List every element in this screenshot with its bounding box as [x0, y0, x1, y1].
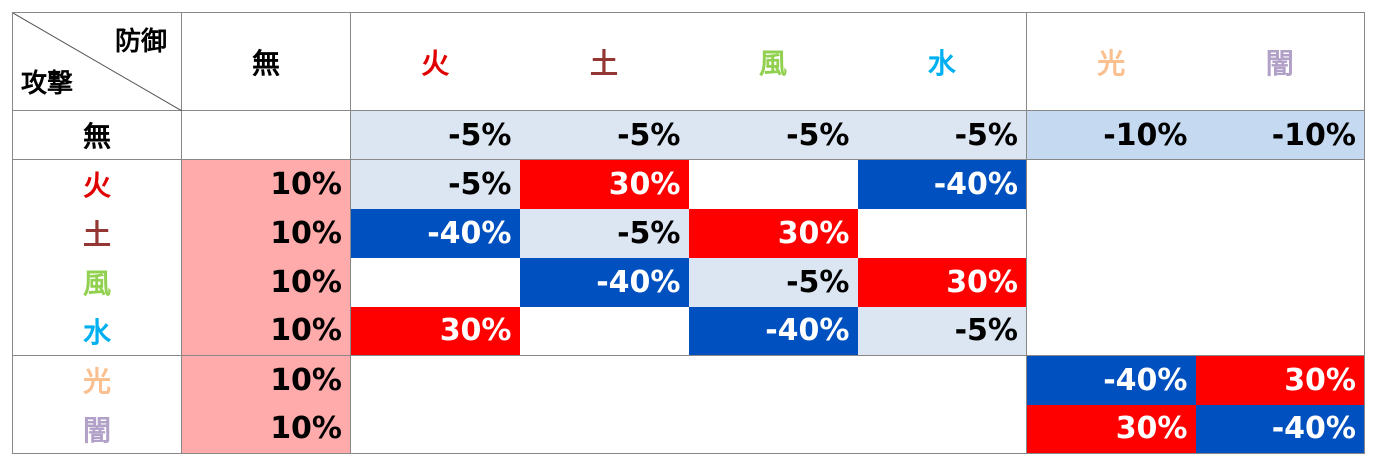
value-cell: -40%: [350, 208, 520, 258]
table-row: 闇 10% 30% -40%: [12, 404, 1365, 454]
value-cell: [1027, 160, 1196, 209]
attack-label: 攻撃: [21, 69, 74, 99]
value-cell: -10%: [1195, 110, 1365, 160]
value-cell: 30%: [1026, 404, 1196, 454]
row-label: 水: [12, 306, 182, 356]
value-cell: [857, 404, 1027, 454]
value-cell: -40%: [688, 306, 858, 356]
value-cell: -40%: [1195, 404, 1365, 454]
row-label: 無: [12, 110, 182, 160]
value-cell: 30%: [857, 257, 1027, 307]
value-cell: [857, 355, 1027, 405]
diagonal: [13, 13, 182, 111]
column-header: 無: [181, 12, 351, 111]
value-cell: -5%: [857, 306, 1027, 356]
value-cell: [1027, 258, 1196, 307]
value-cell: [857, 208, 1027, 258]
corner-cell: 防御 攻撃: [12, 12, 182, 111]
column-header: 光: [1026, 12, 1196, 111]
value-cell: -5%: [857, 110, 1027, 160]
value-cell: 10%: [181, 355, 351, 405]
value-cell: 10%: [181, 159, 351, 209]
row-label: 火: [12, 159, 182, 209]
value-cell: [1196, 258, 1365, 307]
value-cell: -5%: [350, 159, 520, 209]
value-cell: [689, 356, 858, 405]
table-row: 水 10% 30% -40% -5%: [12, 306, 1365, 356]
value-cell: [1196, 209, 1365, 258]
column-header: 風: [688, 12, 858, 111]
value-cell: 10%: [181, 257, 351, 307]
value-cell: [181, 110, 351, 160]
table-row: 土 10% -40% -5% 30%: [12, 208, 1365, 258]
value-cell: -40%: [519, 257, 689, 307]
value-cell: [351, 405, 520, 454]
row-label: 闇: [12, 404, 182, 454]
value-cell: -40%: [857, 159, 1027, 209]
table-row: 光 10% -40% 30%: [12, 355, 1365, 405]
column-header: 闇: [1195, 12, 1365, 111]
column-header: 土: [519, 12, 689, 111]
value-cell: [1195, 306, 1365, 356]
value-cell: [1026, 306, 1196, 356]
value-cell: [351, 356, 520, 405]
value-cell: [689, 405, 858, 454]
value-cell: 30%: [688, 208, 858, 258]
value-cell: 10%: [181, 208, 351, 258]
value-cell: [519, 306, 689, 356]
column-header: 火: [350, 12, 520, 111]
value-cell: [520, 405, 689, 454]
value-cell: 10%: [181, 404, 351, 454]
value-cell: [520, 356, 689, 405]
row-label: 土: [12, 208, 182, 258]
value-cell: -5%: [519, 110, 689, 160]
value-cell: -10%: [1026, 110, 1196, 160]
table-row: 風 10% -40% -5% 30%: [12, 257, 1365, 307]
affinity-table: 防御 攻撃 無 火 土 風 水 光 闇 無 -5% -5% -5% -5% -10% -10…: [12, 12, 1365, 454]
value-cell: [689, 160, 858, 209]
row-label: 風: [12, 257, 182, 307]
value-cell: 10%: [181, 306, 351, 356]
row-label: 光: [12, 355, 182, 405]
value-cell: [351, 258, 520, 307]
value-cell: [1196, 160, 1365, 209]
value-cell: -5%: [350, 110, 520, 160]
value-cell: -5%: [688, 257, 858, 307]
value-cell: 30%: [519, 159, 689, 209]
column-header: 水: [857, 12, 1027, 111]
table-row: 火 10% -5% 30% -40%: [12, 159, 1365, 209]
table-row: 無 -5% -5% -5% -5% -10% -10%: [12, 110, 1365, 160]
value-cell: -5%: [519, 208, 689, 258]
defense-label: 防御: [114, 27, 167, 57]
value-cell: 30%: [1195, 355, 1365, 405]
value-cell: -40%: [1026, 355, 1196, 405]
header-row: 防御 攻撃 無 火 土 風 水 光 闇: [12, 12, 1365, 111]
value-cell: [1027, 209, 1196, 258]
value-cell: -5%: [688, 110, 858, 160]
value-cell: 30%: [350, 306, 520, 356]
